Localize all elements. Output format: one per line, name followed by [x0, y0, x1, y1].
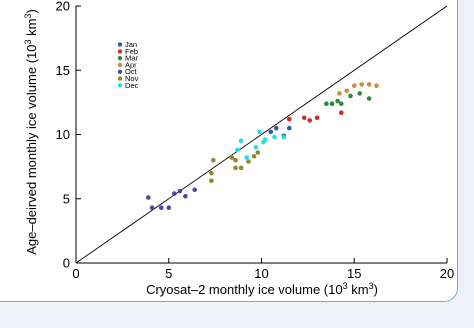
- data-point-nov: [246, 159, 251, 164]
- data-point-oct: [192, 187, 197, 193]
- legend-label-feb: Feb: [125, 47, 138, 56]
- data-point-mar: [348, 93, 353, 99]
- y-tick-label: 10: [56, 127, 70, 142]
- data-point-feb: [339, 110, 344, 115]
- legend-marker-jan: [117, 42, 123, 47]
- data-point-dec: [272, 134, 277, 140]
- legend-label-jan: Jan: [125, 40, 137, 49]
- data-point-apr: [366, 82, 372, 87]
- data-point-nov: [229, 155, 235, 160]
- data-point-nov: [209, 170, 214, 176]
- one-to-one-line: [75, 5, 448, 264]
- y-axis-label: Age–deirved monthly ice volume (103 km3): [23, 9, 39, 255]
- data-point-nov: [255, 150, 261, 155]
- data-point-oct: [159, 205, 164, 210]
- data-point-dec: [257, 129, 262, 135]
- data-point-dec: [281, 134, 287, 140]
- data-point-jan: [287, 125, 292, 131]
- data-point-oct: [172, 191, 177, 196]
- data-point-apr: [359, 82, 365, 87]
- data-point-nov: [209, 178, 214, 184]
- data-point-dec: [238, 138, 244, 144]
- legend-marker-oct: [117, 69, 123, 75]
- data-point-feb: [287, 116, 292, 122]
- data-point-oct: [146, 195, 151, 200]
- data-point-feb: [314, 115, 320, 121]
- data-point-apr: [337, 91, 342, 96]
- x-tick-label: 10: [254, 266, 268, 281]
- data-point-jan: [268, 129, 274, 135]
- data-point-nov: [211, 157, 216, 163]
- data-point-oct: [149, 205, 155, 210]
- y-tick-label: 15: [56, 63, 70, 78]
- data-point-oct: [183, 193, 188, 199]
- x-tick-label: 5: [165, 266, 172, 281]
- data-point-feb: [301, 115, 307, 121]
- legend-label-dec: Dec: [125, 81, 139, 90]
- data-point-mar: [324, 101, 329, 106]
- data-point-mar: [357, 91, 363, 96]
- y-tick-label: 5: [63, 191, 70, 206]
- data-point-nov: [233, 165, 238, 171]
- y-tick-label: 20: [56, 0, 70, 14]
- data-point-apr: [352, 83, 357, 88]
- legend-marker-apr: [117, 62, 123, 68]
- data-point-feb: [307, 118, 313, 123]
- x-tick-label: 15: [347, 266, 361, 281]
- x-tick-label: 20: [440, 266, 454, 281]
- legend-marker-dec: [117, 83, 123, 88]
- legend-label-oct: Oct: [125, 67, 138, 76]
- data-point-nov: [251, 154, 257, 159]
- data-point-jan: [274, 125, 279, 131]
- legend-label-mar: Mar: [125, 54, 138, 63]
- data-point-mar: [335, 98, 340, 104]
- data-point-dec: [235, 147, 240, 153]
- legend-marker-mar: [117, 56, 123, 61]
- legend-marker-nov: [117, 76, 123, 81]
- data-point-nov: [233, 157, 238, 163]
- data-point-dec: [262, 137, 268, 142]
- x-tick-label: 0: [72, 266, 79, 281]
- data-point-dec: [244, 155, 249, 160]
- data-point-mar: [339, 101, 344, 106]
- legend-label-apr: Apr: [125, 60, 137, 69]
- data-point-dec: [253, 145, 259, 150]
- data-point-oct: [166, 205, 172, 210]
- legend-label-nov: Nov: [125, 74, 139, 83]
- legend-marker-feb: [117, 49, 123, 54]
- data-point-mar: [329, 101, 335, 106]
- y-tick-label: 0: [63, 256, 70, 271]
- data-point-apr: [374, 83, 379, 88]
- data-point-apr: [344, 88, 350, 94]
- data-point-oct: [177, 188, 183, 194]
- x-axis-label: Cryosat–2 monthly ice volume (103 km3): [146, 281, 378, 297]
- data-point-mar: [366, 96, 372, 101]
- data-point-nov: [238, 165, 244, 171]
